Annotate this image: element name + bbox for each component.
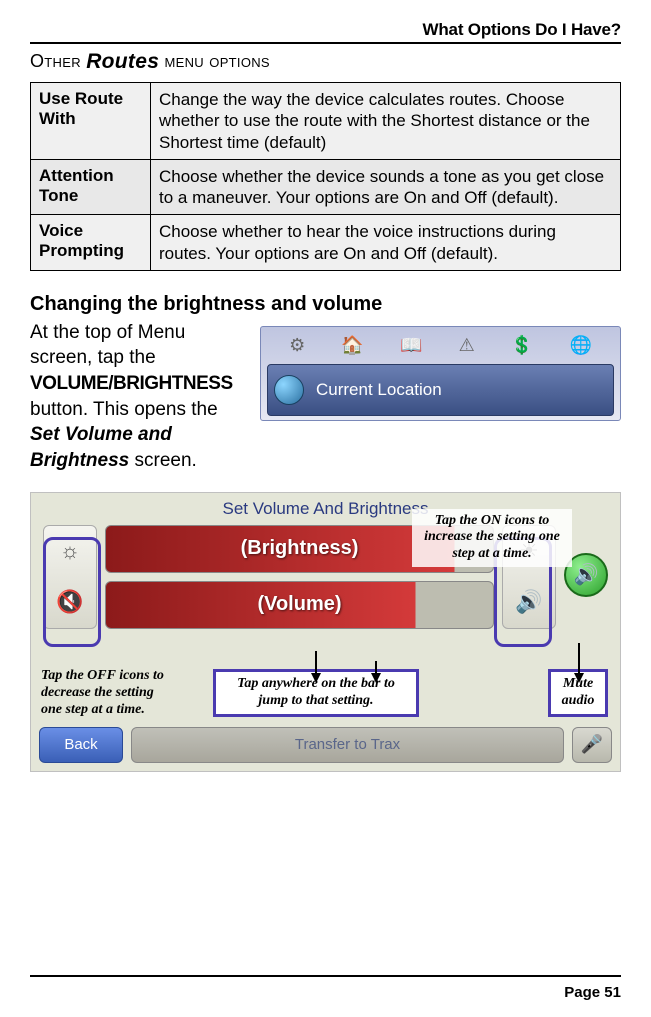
table-row: Use Route With Change the way the device… xyxy=(31,83,621,160)
brightness-bar-label: (Brightness) xyxy=(241,537,359,560)
bottom-rule xyxy=(30,975,621,977)
toolbar-icon-strip: ⚙ 🏠 📖 ⚠ 💲 🌐 xyxy=(267,333,614,364)
callout-off-icons: Tap the OFF icons to decrease the settin… xyxy=(35,664,175,722)
money-icon[interactable]: 💲 xyxy=(511,335,533,356)
subsection-heading: Changing the brightness and volume xyxy=(30,293,621,316)
option-label: Attention Tone xyxy=(31,159,151,215)
warning-icon[interactable]: ⚠ xyxy=(459,335,475,356)
options-table: Use Route With Change the way the device… xyxy=(30,82,621,271)
transfer-label: Transfer to Trax xyxy=(295,736,400,753)
off-icons-column[interactable]: ☼ 🔇 xyxy=(43,525,97,629)
current-location-label: Current Location xyxy=(316,380,442,400)
volume-off-icon[interactable]: 🔇 xyxy=(56,589,83,615)
top-rule xyxy=(30,42,621,44)
option-label: Use Route With xyxy=(31,83,151,160)
text-frag: At the top of Menu screen, tap the xyxy=(30,322,185,369)
volume-bar[interactable]: (Volume) xyxy=(105,581,494,629)
bottom-button-bar: Back Transfer to Trax 🎤 xyxy=(39,727,612,763)
section-suffix: menu options xyxy=(165,51,270,71)
option-desc: Choose whether to hear the voice instruc… xyxy=(151,215,621,271)
back-label: Back xyxy=(64,736,97,753)
mic-icon: 🎤 xyxy=(581,734,603,755)
section-heading: Other Routes menu options xyxy=(30,50,621,74)
transfer-to-trax-button[interactable]: Transfer to Trax xyxy=(131,727,564,763)
mic-button[interactable]: 🎤 xyxy=(572,727,612,763)
option-label: Voice Prompting xyxy=(31,215,151,271)
body-text: At the top of Menu screen, tap the VOLUM… xyxy=(30,320,250,474)
arrow-icon xyxy=(578,643,580,681)
table-row: Voice Prompting Choose whether to hear t… xyxy=(31,215,621,271)
brightness-off-icon[interactable]: ☼ xyxy=(60,538,80,564)
page-number: Page 51 xyxy=(564,984,621,1001)
home-icon[interactable]: 🏠 xyxy=(341,335,363,356)
globe-icon[interactable]: 🌐 xyxy=(569,335,591,356)
arrow-icon xyxy=(315,651,317,681)
text-bold: VOLUME/BRIGHTNESS xyxy=(30,373,233,394)
section-emph: Routes xyxy=(86,50,159,73)
text-frag: screen. xyxy=(129,450,197,471)
speaker-icon: 🔊 xyxy=(574,562,599,587)
current-location-button[interactable]: Current Location xyxy=(267,364,614,416)
gear-icon[interactable]: ⚙ xyxy=(289,335,305,356)
arrow-icon xyxy=(375,661,377,681)
text-frag: button. This opens the xyxy=(30,399,218,420)
callout-on-icons: Tap the ON icons to increase the setting… xyxy=(412,509,572,567)
chapter-title: What Options Do I Have? xyxy=(30,20,621,40)
option-desc: Change the way the device calculates rou… xyxy=(151,83,621,160)
device-top-screenshot: ⚙ 🏠 📖 ⚠ 💲 🌐 Current Location xyxy=(260,326,621,421)
location-globe-icon xyxy=(274,375,304,405)
volume-on-icon[interactable]: 🔊 xyxy=(515,589,542,615)
page: What Options Do I Have? Other Routes men… xyxy=(0,0,651,1017)
option-desc: Choose whether the device sounds a tone … xyxy=(151,159,621,215)
set-volume-brightness-screenshot: Set Volume And Brightness ☼ 🔇 (Brightnes… xyxy=(30,492,621,772)
section-prefix: Other xyxy=(30,51,81,71)
back-button[interactable]: Back xyxy=(39,727,123,763)
book-icon[interactable]: 📖 xyxy=(400,335,422,356)
body-row: At the top of Menu screen, tap the VOLUM… xyxy=(30,320,621,474)
table-row: Attention Tone Choose whether the device… xyxy=(31,159,621,215)
volume-bar-label: (Volume) xyxy=(257,593,341,616)
